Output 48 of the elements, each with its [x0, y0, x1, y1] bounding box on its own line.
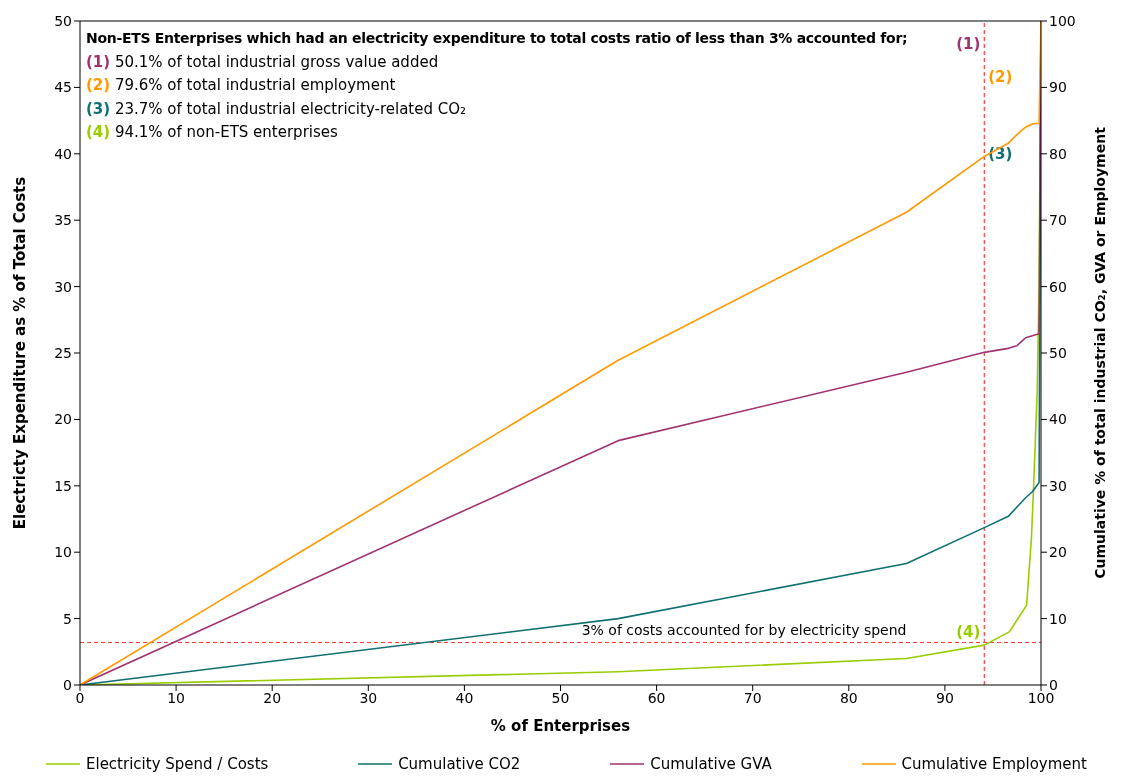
x-tick-label: 20 [263, 689, 282, 706]
annotation: (1) [956, 35, 981, 54]
x-tick-label: 90 [935, 689, 954, 706]
x-tick-label: 50 [551, 689, 570, 706]
annotation: (4) [956, 622, 981, 641]
x-tick-label: 10 [167, 689, 186, 706]
x-tick-label: 30 [359, 689, 378, 706]
y-tick-label: 30 [54, 278, 72, 295]
y-tick-label: 35 [54, 212, 72, 229]
y-tick-label: 15 [54, 477, 72, 494]
y-tick-label: 20 [54, 411, 72, 428]
y-axis-title: Electricty Expenditure as % of Total Costs [11, 176, 30, 530]
y-tick-label: 0 [63, 676, 72, 693]
y-tick-label: 40 [54, 145, 72, 162]
legend-label: Electricity Spend / Costs [86, 755, 269, 773]
x-tick-label: 40 [455, 689, 474, 706]
annotation: (2) 79.6% of total industrial employment [86, 76, 396, 94]
x-tick-label: 70 [743, 689, 762, 706]
x-tick-label: 60 [647, 689, 666, 706]
annotation: (2) [988, 68, 1013, 87]
y2-tick-label: 10 [1049, 610, 1067, 627]
y-tick-label: 10 [54, 544, 72, 561]
y2-tick-label: 30 [1049, 477, 1067, 494]
y2-tick-label: 50 [1049, 344, 1067, 361]
annotation: (1) 50.1% of total industrial gross value added [86, 52, 439, 71]
y2-axis-title: Cumulative % of total industrial CO₂, GVA or Employment [1092, 126, 1108, 579]
y2-tick-label: 60 [1049, 278, 1067, 295]
legend-label: Cumulative CO2 [398, 755, 521, 773]
y2-tick-label: 70 [1049, 212, 1067, 229]
y-tick-label: 45 [54, 79, 72, 96]
legend-label: Cumulative Employment [901, 755, 1087, 773]
x-tick-label: 0 [75, 689, 85, 706]
y2-tick-label: 90 [1049, 79, 1067, 96]
text: Non-ETS Enterprises which had an electricity expenditure to total costs ratio of less than 3% accounted for; [86, 29, 908, 48]
y-tick-label: 50 [54, 12, 72, 29]
annotation: (3) [988, 144, 1013, 163]
y2-tick-label: 100 [1049, 12, 1076, 29]
x-axis-title: % of Enterprises [490, 717, 631, 735]
y2-tick-label: 20 [1049, 544, 1067, 561]
y2-tick-label: 80 [1049, 145, 1067, 162]
y-tick-label: 25 [54, 344, 72, 361]
y2-tick-label: 40 [1049, 411, 1067, 428]
ref-line-label: 3% of costs accounted for by electricity spend [581, 621, 907, 638]
y-tick-label: 5 [63, 610, 72, 627]
annotation: (4) 94.1% of non-ETS enterprises [86, 123, 338, 141]
x-tick-label: 80 [839, 689, 858, 706]
legend-label: Cumulative GVA [650, 755, 772, 773]
annotation: (3) 23.7% of total industrial electricity-related CO₂ [86, 99, 467, 118]
